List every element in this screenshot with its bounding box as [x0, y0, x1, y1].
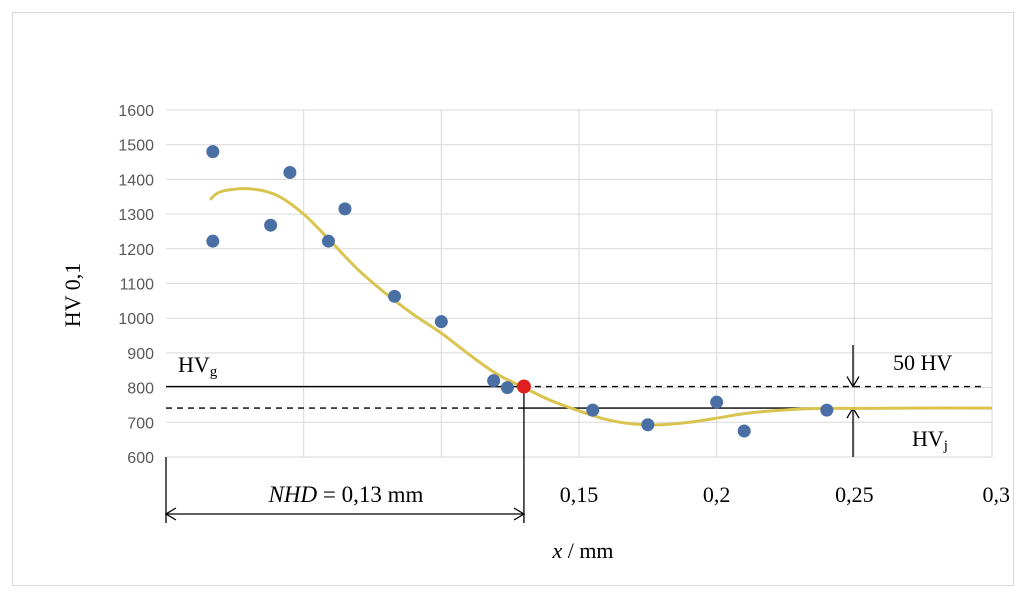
data-point: [338, 202, 352, 216]
y-tick-label: 1000: [118, 311, 154, 328]
data-point: [283, 165, 297, 179]
y-tick-labels: 600 700 800 900 1000 1100 1200 1300 1400 1500 1600: [118, 103, 154, 467]
y-tick-label: 1100: [120, 277, 155, 294]
data-point: [710, 395, 724, 409]
nhd-arrowhead-right: [513, 507, 526, 521]
nhd-point: [516, 379, 531, 394]
grid: [166, 109, 993, 458]
data-point: [586, 403, 600, 417]
data-point: [321, 234, 335, 248]
y-tick-label: 800: [127, 381, 154, 398]
data-points: [206, 145, 834, 438]
delta-arrowhead-upper: [846, 376, 860, 388]
y-tick-label: 1600: [118, 103, 154, 120]
data-point: [820, 403, 834, 417]
x-axis-label: x / mm: [551, 538, 613, 563]
hvg-label: HVg: [178, 352, 218, 380]
y-tick-label: 600: [127, 450, 154, 467]
fitted-curve: [209, 187, 993, 427]
data-point: [641, 418, 655, 432]
data-point: [264, 218, 278, 232]
delta-label: 50 HV: [893, 350, 952, 375]
y-tick-label: 900: [127, 346, 154, 363]
data-point: [206, 234, 220, 248]
data-point: [434, 315, 448, 329]
y-axis-label: HV 0,1: [60, 263, 85, 327]
x-tick-label: 0,25: [835, 482, 874, 507]
x-tick-labels: 0,15 0,2 0,25 0,3: [560, 482, 1010, 507]
hvj-label: HVj: [912, 426, 948, 454]
data-point: [206, 145, 220, 159]
nhd-arrowhead-left: [164, 507, 177, 521]
data-point: [500, 381, 514, 395]
data-point: [388, 289, 402, 303]
x-tick-label: 0,15: [560, 482, 599, 507]
x-tick-label: 0,3: [983, 482, 1011, 507]
data-point: [487, 374, 501, 388]
nhd-label: NHD = 0,13 mm: [268, 482, 424, 507]
data-point: [737, 424, 751, 438]
y-tick-label: 1200: [118, 242, 154, 259]
x-tick-label: 0,2: [703, 482, 731, 507]
y-tick-label: 1400: [118, 172, 154, 189]
chart-frame: [12, 12, 1014, 586]
y-tick-label: 700: [127, 415, 154, 432]
y-tick-label: 1300: [118, 207, 154, 224]
y-tick-label: 1500: [118, 138, 154, 155]
